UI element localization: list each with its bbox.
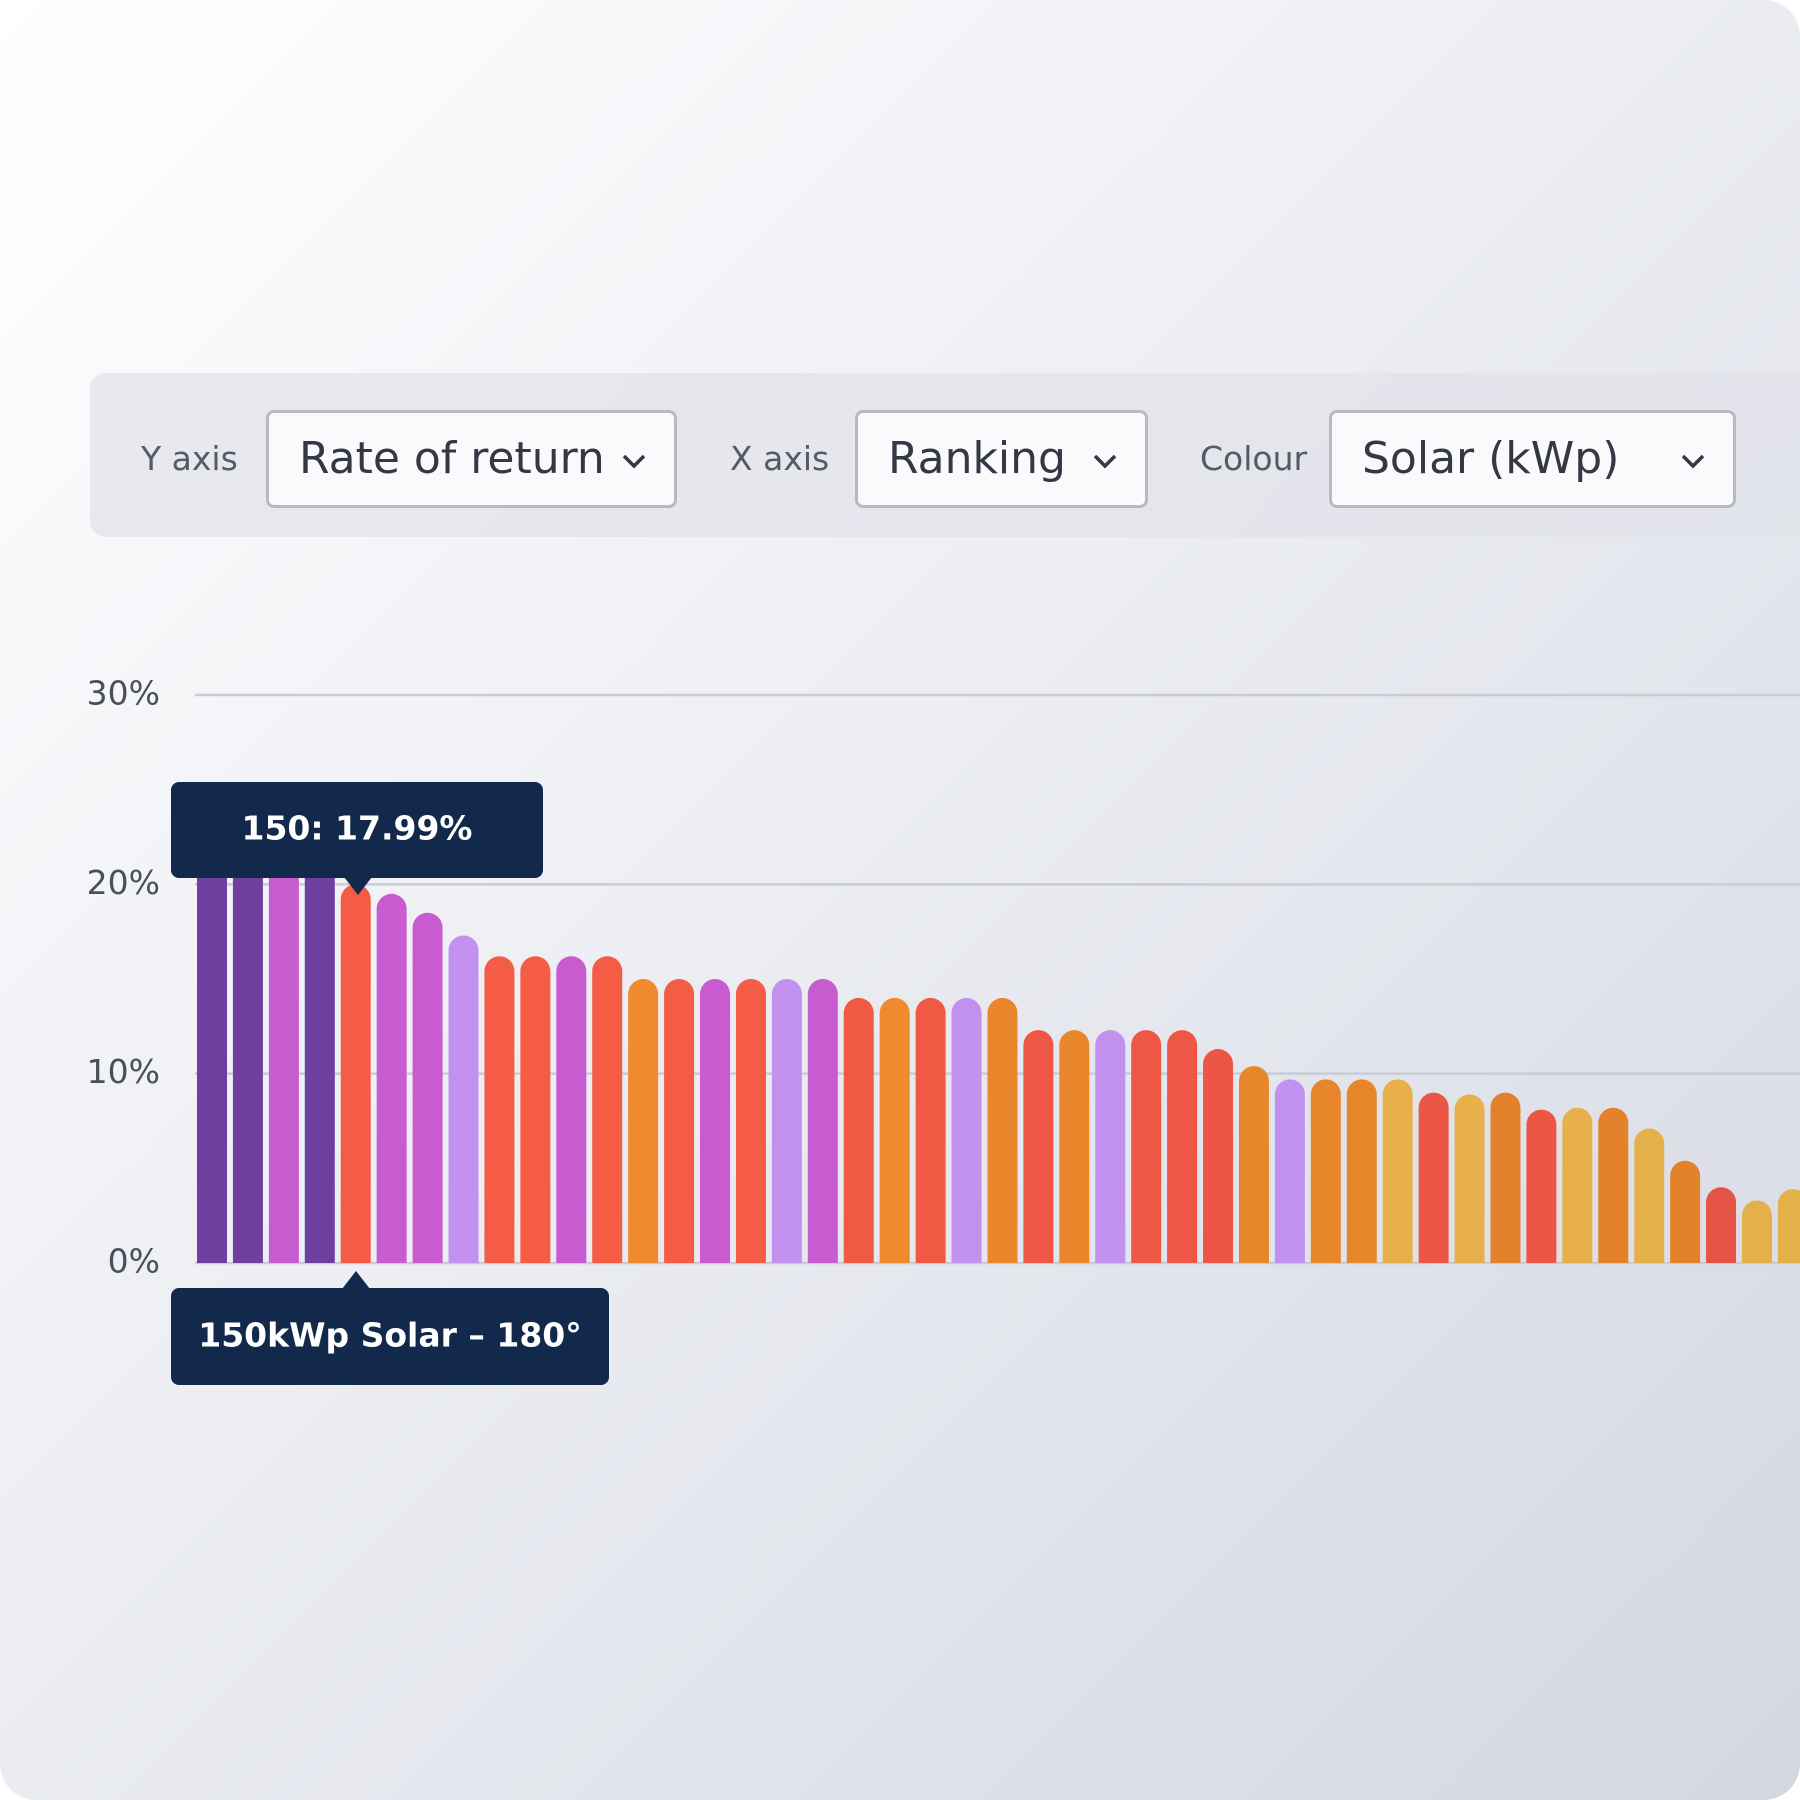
select-value: Solar (kWp) [1362,433,1620,484]
select[interactable]: Rate of return [266,410,677,508]
bar [1706,1187,1737,1263]
chevron [622,454,646,469]
bar [1418,1092,1449,1263]
control-label: Colour [1200,439,1308,478]
bar [1310,1079,1341,1263]
tooltip-box [171,782,543,878]
tooltip-text: 150: 17.99% [241,809,472,848]
bar [843,997,874,1263]
bar [664,979,695,1263]
bar [1203,1049,1234,1263]
y-tick-label: 10% [87,1052,160,1091]
bar [1382,1079,1413,1263]
bar [1131,1030,1162,1263]
bar [1095,1030,1126,1263]
bar [987,997,1018,1263]
select-value: Rate of return [299,433,605,484]
bar [1059,1030,1090,1263]
control-label: X axis [730,439,830,478]
bar [1741,1200,1772,1263]
select-value: Ranking [888,433,1066,484]
bar [1777,1189,1800,1263]
bar [304,846,335,1263]
bar [628,979,659,1263]
bar [1167,1030,1198,1263]
bar [1238,1066,1269,1263]
bar [197,846,227,1263]
bar [735,979,766,1263]
bar [1454,1094,1485,1263]
bar [807,979,838,1263]
y-tick-label: 0% [108,1242,160,1281]
chevron [1093,454,1117,469]
select[interactable]: Solar (kWp) [1329,410,1736,508]
bar [1023,1030,1054,1263]
bar [412,912,443,1263]
bar [1670,1160,1701,1263]
tooltip-text: 150kWp Solar – 180° [198,1316,582,1355]
bar [340,884,371,1263]
select[interactable]: Ranking [855,410,1148,508]
control-label: Y axis [141,439,238,478]
bar [1346,1079,1377,1263]
chevron [1681,454,1705,469]
bar [484,956,515,1263]
bar [1562,1107,1593,1263]
bar [879,997,910,1263]
bar [592,956,623,1263]
bar [771,979,802,1263]
y-tick-label: 20% [87,863,160,902]
tooltip-arrow [344,877,372,895]
bar [951,997,982,1263]
bar [1274,1079,1305,1263]
bar [232,846,263,1263]
bar [1526,1109,1557,1263]
y-tick-label: 30% [87,674,160,713]
bar [1598,1107,1629,1263]
bar [268,846,299,1263]
bar [1634,1128,1665,1263]
tooltip-arrow [342,1271,370,1289]
bar [556,956,587,1263]
bar [520,956,551,1263]
bar [700,979,731,1263]
bar [448,935,479,1263]
bar [1490,1092,1521,1263]
bar [376,893,407,1263]
bar [915,997,946,1263]
tooltip-box [171,1288,609,1385]
